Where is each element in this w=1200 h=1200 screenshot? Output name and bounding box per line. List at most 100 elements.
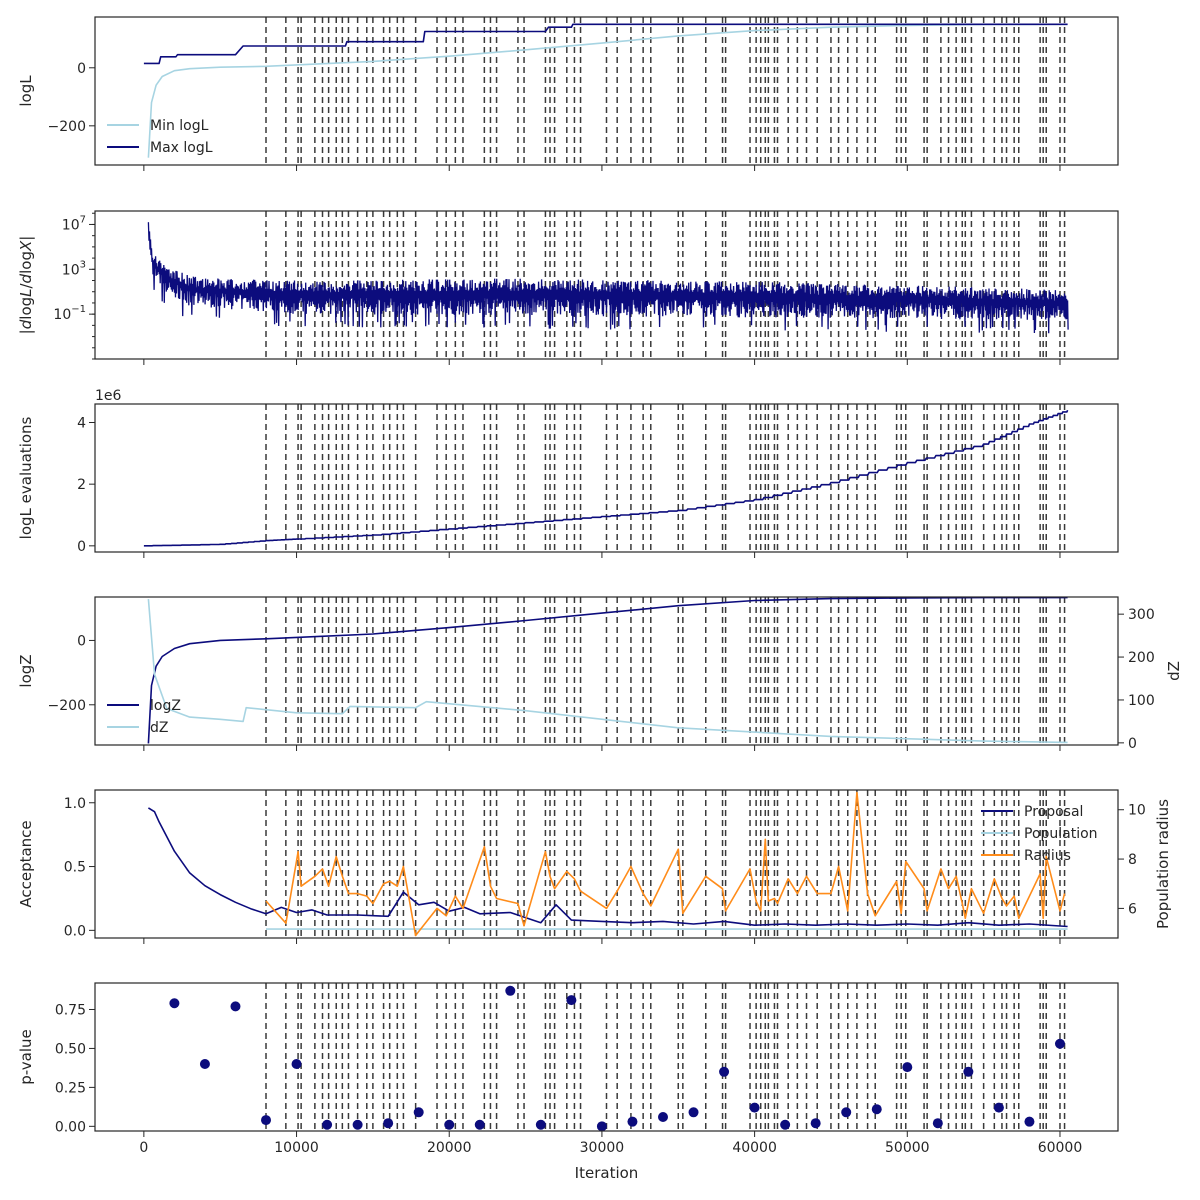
y2-tick-label: 8 <box>1128 852 1137 868</box>
data-point <box>566 995 577 1006</box>
data-point <box>505 985 516 996</box>
axes-frame <box>94 982 1119 1132</box>
y-tick-exponent: −1 <box>71 304 86 315</box>
axes-frame <box>94 16 1119 166</box>
y-tick-label: 0.5 <box>64 860 86 876</box>
y-tick-label: 2 <box>77 477 86 493</box>
y-tick-label: 0.00 <box>55 1119 86 1135</box>
y-axis-label-part: log <box>17 297 35 320</box>
y-tick-label: 0.75 <box>55 1002 86 1018</box>
legend-label: Radius <box>1024 848 1071 864</box>
y-tick-exponent: 7 <box>80 214 86 225</box>
y-tick-label: 10−1 <box>53 304 86 323</box>
panel-3: logL evaluations 0 2 4 1e6 <box>17 388 1119 558</box>
legend-label: dZ <box>150 720 168 736</box>
y2-axis-label: dZ <box>1165 661 1183 681</box>
legend-label: Max logL <box>150 140 213 156</box>
legend-label: Min logL <box>150 118 209 134</box>
panel-1: logL −200 0 Min logL Max logL <box>17 16 1119 171</box>
panel-6: 0 10000 20000 30000 40000 50000 60000 p-value 0.… <box>17 982 1119 1156</box>
legend: Min logL Max logL <box>107 118 213 156</box>
data-point <box>322 1119 333 1130</box>
y-tick-base: 10 <box>53 307 71 323</box>
series-line-dz <box>147 599 1068 744</box>
series-line-main <box>143 409 1069 547</box>
data-point <box>474 1119 485 1130</box>
data-point <box>627 1116 638 1127</box>
legend-label: logZ <box>150 698 181 714</box>
axes-frame <box>94 403 1119 553</box>
y-axis-label: logL <box>17 75 35 107</box>
x-tick-label: 20000 <box>427 1140 472 1156</box>
panel-4: logZ −200 0 0 100 200 300 dZ logZ dZ <box>17 596 1183 752</box>
data-point <box>1054 1038 1065 1049</box>
y-axis-label: |dlogL/dlogX| <box>17 236 35 335</box>
y-tick-label: 0 <box>77 633 86 649</box>
data-point <box>291 1059 302 1070</box>
data-point <box>1024 1116 1035 1127</box>
data-point <box>688 1107 699 1118</box>
data-point <box>535 1119 546 1130</box>
axes-frame <box>94 210 1119 360</box>
data-point <box>841 1107 852 1118</box>
axes-frame <box>94 596 1119 746</box>
data-point <box>871 1104 882 1115</box>
y2-tick-label: 200 <box>1128 650 1155 666</box>
y-axis-label-part: X <box>17 240 35 252</box>
y-tick-label: 0 <box>77 539 86 555</box>
iteration-markers <box>265 404 1066 552</box>
data-point <box>902 1062 913 1073</box>
y2-tick-label: 0 <box>1128 736 1137 752</box>
y-axis-label-part: log <box>17 251 35 274</box>
data-point <box>963 1066 974 1077</box>
series-line-radius <box>265 791 1066 937</box>
data-point <box>719 1066 730 1077</box>
data-point <box>932 1118 943 1129</box>
offset-text: 1e6 <box>95 388 122 404</box>
x-tick-label: 30000 <box>580 1140 625 1156</box>
x-tick-label: 40000 <box>732 1140 777 1156</box>
legend: Proposal Population Radius <box>981 804 1098 864</box>
y-tick-label: 4 <box>77 416 86 432</box>
x-tick-label: 0 <box>139 1140 148 1156</box>
data-point <box>810 1118 821 1129</box>
legend-label: Population <box>1024 826 1098 842</box>
y-tick-label: 0 <box>77 61 86 77</box>
series-line-max-logl <box>143 23 1068 65</box>
y2-tick-label: 6 <box>1128 901 1137 917</box>
y-axis-label-part: / <box>17 282 35 288</box>
y-tick-label: 0.25 <box>55 1080 86 1096</box>
y2-tick-label: 100 <box>1128 693 1155 709</box>
iteration-markers <box>265 790 1066 938</box>
y-tick-label: 0.0 <box>64 923 86 939</box>
y-tick-label: 1.0 <box>64 796 86 812</box>
iteration-markers <box>265 983 1066 1131</box>
y-tick-exponent: 3 <box>80 259 86 270</box>
legend: logZ dZ <box>107 698 181 736</box>
series-line <box>147 222 1069 334</box>
axes-frame <box>94 789 1119 939</box>
y-axis-label-part: | <box>17 329 35 334</box>
y-axis-label: logZ <box>17 654 35 687</box>
iteration-markers <box>265 597 1066 745</box>
data-point <box>413 1107 424 1118</box>
legend-label: Proposal <box>1024 804 1083 820</box>
x-tick-label: 50000 <box>885 1140 930 1156</box>
y-tick-label: 107 <box>62 214 86 233</box>
y-axis-label-part: | <box>17 236 35 241</box>
y-axis-label: p-value <box>17 1029 35 1085</box>
x-tick-label: 60000 <box>1038 1140 1083 1156</box>
y-tick-label: 0.50 <box>55 1041 86 1057</box>
data-point <box>596 1121 607 1132</box>
iteration-markers <box>265 17 1066 165</box>
series-line-min-logl <box>147 23 1068 158</box>
data-point <box>352 1119 363 1130</box>
y-tick-label: −200 <box>48 698 86 714</box>
y-tick-base: 10 <box>62 217 80 233</box>
data-point <box>261 1115 272 1126</box>
y-axis-label-part: d <box>17 273 35 283</box>
x-tick-label: 10000 <box>274 1140 319 1156</box>
y-axis-label: logL evaluations <box>17 416 35 539</box>
